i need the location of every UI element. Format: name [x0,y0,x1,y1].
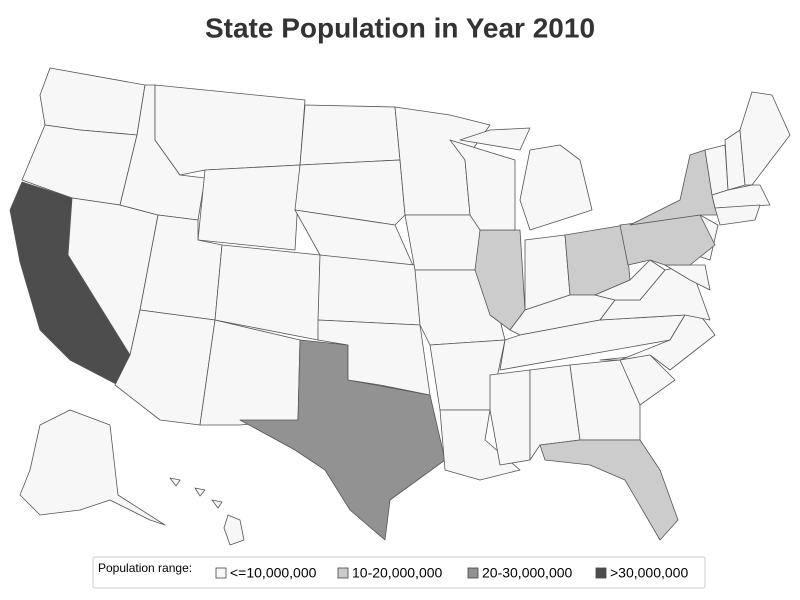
state [154,84,306,176]
state [619,214,716,266]
legend: <=10,000,000 10-20,000,000 20-30,000,000 >3… [215,565,688,581]
state [19,409,166,526]
legend-title: Population range: [98,561,192,575]
state [317,319,431,396]
state-layer [9,67,791,546]
state [594,259,666,301]
state [619,314,716,371]
state [449,139,516,231]
state [223,514,245,546]
legend-label: 20-30,000,000 [482,565,573,581]
state [519,144,593,231]
state [404,214,486,271]
state [459,127,531,151]
legend-swatch [337,567,349,579]
legend-label: 10-20,000,000 [352,565,443,581]
legend-swatch [595,567,607,579]
state [299,104,401,166]
state [294,159,406,226]
state [211,499,223,509]
state [194,487,206,497]
legend-label: >30,000,000 [610,565,688,581]
state [569,359,641,441]
state [739,91,791,186]
state [317,254,421,326]
legend-label: <=10,000,000 [230,565,317,581]
state [539,439,679,541]
map-title: State Population in Year 2010 [205,12,595,43]
legend-swatch [215,567,227,579]
state [489,369,531,466]
legend-swatch [467,567,479,579]
state [197,164,301,251]
legend-box [92,556,706,589]
state [714,204,761,226]
state [169,477,181,487]
